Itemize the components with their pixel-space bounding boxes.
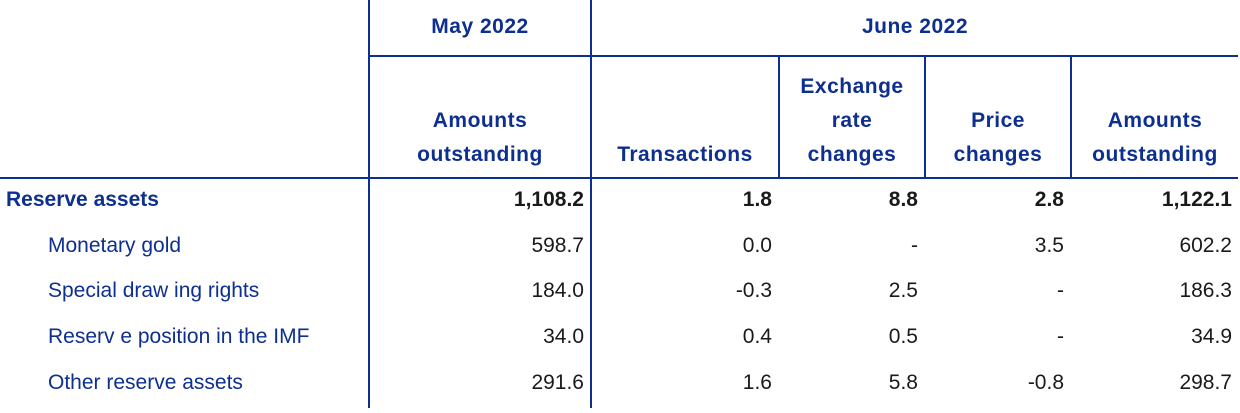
- header-bottom-divider: [0, 177, 1238, 179]
- cell-may-amounts: 598.7: [531, 234, 584, 257]
- divider-col-4: [924, 56, 926, 178]
- cell-price-changes: -: [1057, 325, 1064, 348]
- header-group-divider: [368, 55, 1238, 57]
- cell-price-changes: -0.8: [1027, 371, 1064, 394]
- column-header-line: rate: [831, 109, 873, 132]
- cell-may-amounts: 184.0: [531, 279, 584, 302]
- column-header-line: Price: [971, 109, 1025, 132]
- cell-transactions: 1.8: [742, 188, 772, 211]
- cell-price-changes: -: [1057, 279, 1064, 302]
- group-header-may: May 2022: [431, 15, 529, 38]
- cell-june-amounts: 34.9: [1191, 325, 1232, 348]
- row-label: Reserve assets: [6, 188, 159, 211]
- cell-june-amounts: 1,122.1: [1161, 188, 1232, 211]
- cell-june-amounts: 298.7: [1179, 371, 1232, 394]
- cell-exchange-rate: 2.5: [888, 279, 918, 302]
- column-header-line: Amounts: [1107, 109, 1203, 132]
- column-header-line: changes: [807, 143, 897, 166]
- column-header-line: outstanding: [417, 143, 543, 166]
- column-header-line: outstanding: [1092, 143, 1218, 166]
- column-header-line: changes: [953, 143, 1043, 166]
- cell-may-amounts: 34.0: [543, 325, 584, 348]
- cell-transactions: 0.0: [742, 234, 772, 257]
- cell-exchange-rate: 5.8: [888, 371, 918, 394]
- cell-transactions: 1.6: [742, 371, 772, 394]
- cell-may-amounts: 1,108.2: [513, 188, 584, 211]
- divider-col-5: [1070, 56, 1072, 178]
- divider-col-1: [368, 0, 370, 408]
- cell-exchange-rate: 8.8: [888, 188, 918, 211]
- row-label: Special draw ing rights: [48, 279, 260, 302]
- cell-transactions: -0.3: [735, 279, 772, 302]
- cell-may-amounts: 291.6: [531, 371, 584, 394]
- divider-col-2: [590, 0, 592, 408]
- cell-exchange-rate: -: [911, 234, 918, 257]
- divider-col-3: [778, 56, 780, 178]
- cell-price-changes: 3.5: [1034, 234, 1064, 257]
- cell-exchange-rate: 0.5: [888, 325, 918, 348]
- column-header-line: Transactions: [617, 143, 753, 166]
- cell-june-amounts: 602.2: [1179, 234, 1232, 257]
- row-label: Other reserve assets: [48, 371, 243, 394]
- cell-price-changes: 2.8: [1034, 188, 1064, 211]
- cell-june-amounts: 186.3: [1179, 279, 1232, 302]
- column-header-line: Amounts: [432, 109, 528, 132]
- column-header-line: Exchange: [800, 75, 904, 98]
- cell-transactions: 0.4: [742, 325, 772, 348]
- group-header-june: June 2022: [861, 15, 969, 38]
- row-label: Monetary gold: [48, 234, 182, 257]
- row-label: Reserv e position in the IMF: [48, 325, 310, 348]
